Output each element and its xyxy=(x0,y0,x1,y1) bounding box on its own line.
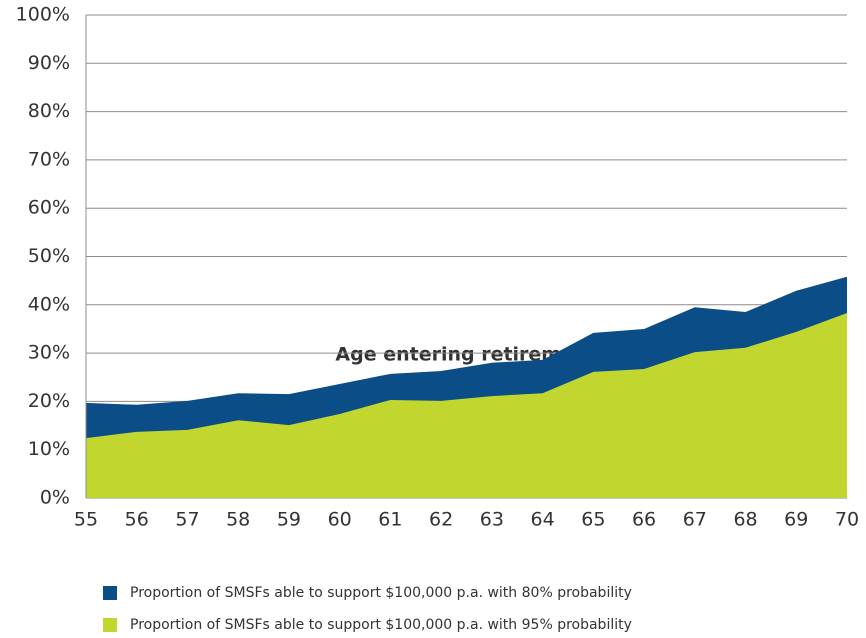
area xyxy=(86,313,847,498)
y-tick-label: 80% xyxy=(28,100,70,122)
x-tick-label: 63 xyxy=(480,509,504,531)
x-tick-label: 69 xyxy=(784,509,808,531)
y-tick-label: 40% xyxy=(28,293,70,315)
x-tick-label: 62 xyxy=(429,509,453,531)
x-tick-label: 58 xyxy=(226,509,250,531)
legend-label: Proportion of SMSFs able to support $100… xyxy=(130,585,632,601)
legend-label: Proportion of SMSFs able to support $100… xyxy=(130,617,632,633)
x-tick-label: 61 xyxy=(378,509,402,531)
y-tick-label: 50% xyxy=(28,245,70,267)
x-tick-label: 70 xyxy=(835,509,859,531)
y-tick-label: 90% xyxy=(28,52,70,74)
y-tick-label: 100% xyxy=(16,4,70,26)
x-tick-label: 57 xyxy=(175,509,199,531)
y-tick-label: 70% xyxy=(28,148,70,170)
x-tick-label: 67 xyxy=(683,509,707,531)
y-tick-label: 30% xyxy=(28,342,70,364)
x-tick-label: 59 xyxy=(277,509,301,531)
x-tick-label: 55 xyxy=(74,509,98,531)
y-tick-label: 20% xyxy=(28,390,70,412)
y-tick-label: 10% xyxy=(28,438,70,460)
x-axis-label: Age entering retirement xyxy=(335,344,596,366)
legend-swatch xyxy=(103,586,117,600)
y-tick-label: 0% xyxy=(40,487,70,509)
x-tick-label: 60 xyxy=(328,509,352,531)
x-tick-label: 66 xyxy=(632,509,656,531)
y-tick-label: 60% xyxy=(28,197,70,219)
legend-swatch xyxy=(103,618,117,632)
x-tick-label: 65 xyxy=(581,509,605,531)
x-tick-label: 68 xyxy=(733,509,757,531)
x-tick-label: 64 xyxy=(531,509,555,531)
x-tick-label: 56 xyxy=(125,509,149,531)
